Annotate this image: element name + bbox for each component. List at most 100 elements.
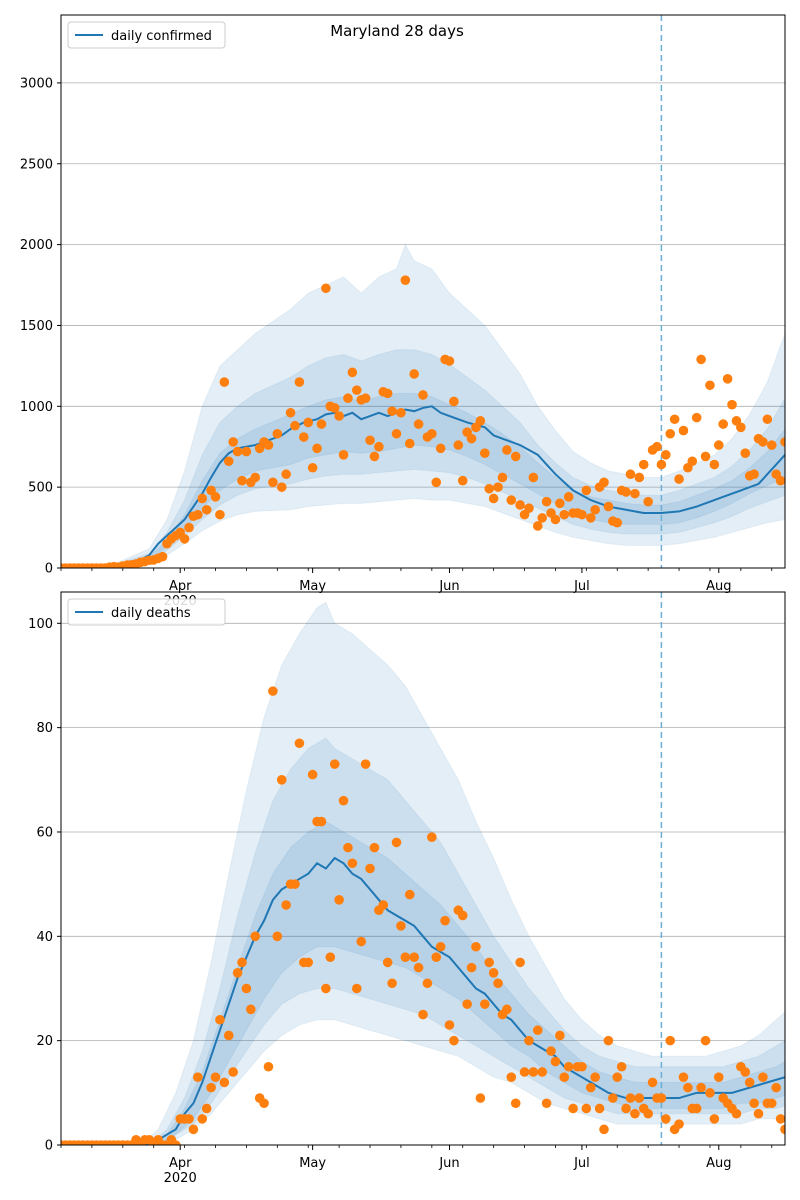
x-tick-label: Jun (438, 579, 459, 594)
observed-point (435, 941, 446, 952)
observed-point (360, 759, 371, 769)
observed-point (321, 983, 331, 994)
observed-point (612, 1072, 623, 1082)
observed-point (303, 417, 314, 428)
x-tick-label: May (299, 579, 326, 594)
observed-point (493, 978, 503, 989)
observed-point (201, 1103, 212, 1114)
observed-point (197, 1114, 208, 1124)
observed-point (462, 999, 472, 1009)
observed-point (219, 377, 230, 387)
observed-point (678, 425, 689, 436)
observed-point (404, 889, 415, 900)
observed-point (532, 521, 543, 531)
observed-point (294, 738, 305, 749)
observed-point (736, 422, 746, 433)
y-tick-label: 500 (28, 481, 53, 496)
observed-point (647, 1077, 658, 1088)
observed-point (351, 385, 362, 395)
observed-point (488, 968, 499, 978)
observed-point (435, 443, 446, 454)
observed-point (621, 487, 631, 497)
x-tick-label: Apr (169, 1156, 192, 1171)
observed-point (453, 440, 464, 450)
observed-point (369, 842, 380, 853)
legend: daily deaths (67, 598, 226, 626)
observed-point (237, 475, 247, 486)
observed-point (524, 1035, 534, 1046)
observed-point (241, 983, 252, 994)
observed-point (550, 1056, 561, 1067)
observed-point (466, 962, 477, 973)
observed-point (184, 522, 194, 533)
observed-point (179, 534, 190, 544)
observed-point (669, 414, 680, 425)
observed-point (502, 1004, 512, 1015)
observed-point (630, 1108, 640, 1119)
observed-point (365, 863, 375, 874)
observed-point (559, 509, 570, 520)
observed-point (232, 446, 243, 457)
observed-point (237, 957, 247, 968)
observed-point (232, 968, 243, 978)
observed-point (268, 477, 278, 488)
observed-point (338, 795, 349, 806)
y-tick-label: 60 (36, 825, 53, 840)
observed-point (299, 432, 309, 442)
legend-label: daily deaths (111, 606, 191, 621)
observed-point (276, 482, 287, 492)
observed-point (766, 1098, 777, 1109)
observed-point (157, 551, 168, 562)
observed-point (625, 1093, 636, 1103)
observed-point (250, 931, 261, 942)
credible-band-0 (61, 601, 785, 1145)
credible-band-2 (61, 820, 785, 1145)
observed-point (753, 1108, 764, 1119)
observed-point (484, 957, 495, 968)
observed-point (568, 1103, 578, 1114)
observed-point (506, 495, 517, 505)
observed-point (621, 1103, 631, 1114)
credible-band-1 (61, 349, 785, 568)
observed-point (387, 978, 397, 989)
observed-point (422, 978, 433, 989)
observed-point (541, 496, 552, 507)
observed-point (497, 472, 508, 483)
observed-point (510, 1098, 521, 1109)
observed-point (661, 450, 671, 460)
observed-point (259, 1098, 269, 1109)
observed-point (749, 1098, 759, 1109)
observed-point (665, 1035, 676, 1046)
observed-point (705, 380, 715, 391)
observed-point (241, 446, 252, 457)
observed-point (661, 1114, 671, 1124)
observed-point (307, 462, 318, 473)
observed-point (590, 1072, 600, 1082)
observed-point (427, 428, 437, 439)
confirmed-panel: 050010001500200025003000Apr2020MayJunJul… (20, 14, 786, 609)
observed-point (780, 1124, 785, 1135)
observed-point (665, 428, 676, 439)
observed-point (758, 437, 768, 447)
observed-point (590, 504, 600, 515)
observed-point (334, 411, 344, 421)
observed-point (343, 842, 353, 853)
observed-point (480, 999, 490, 1009)
observed-point (396, 407, 406, 418)
observed-point (449, 1035, 459, 1046)
observed-point (347, 858, 358, 869)
observed-point (374, 441, 384, 452)
observed-point (709, 459, 720, 470)
observed-point (193, 509, 203, 520)
observed-point (691, 1103, 702, 1114)
observed-point (740, 1067, 751, 1077)
plot-area (61, 592, 785, 1145)
observed-point (197, 493, 208, 504)
axes-frame (60, 591, 786, 1146)
observed-point (223, 456, 234, 467)
observed-point (210, 1072, 221, 1082)
observed-point (391, 428, 402, 439)
observed-point (700, 1035, 711, 1046)
